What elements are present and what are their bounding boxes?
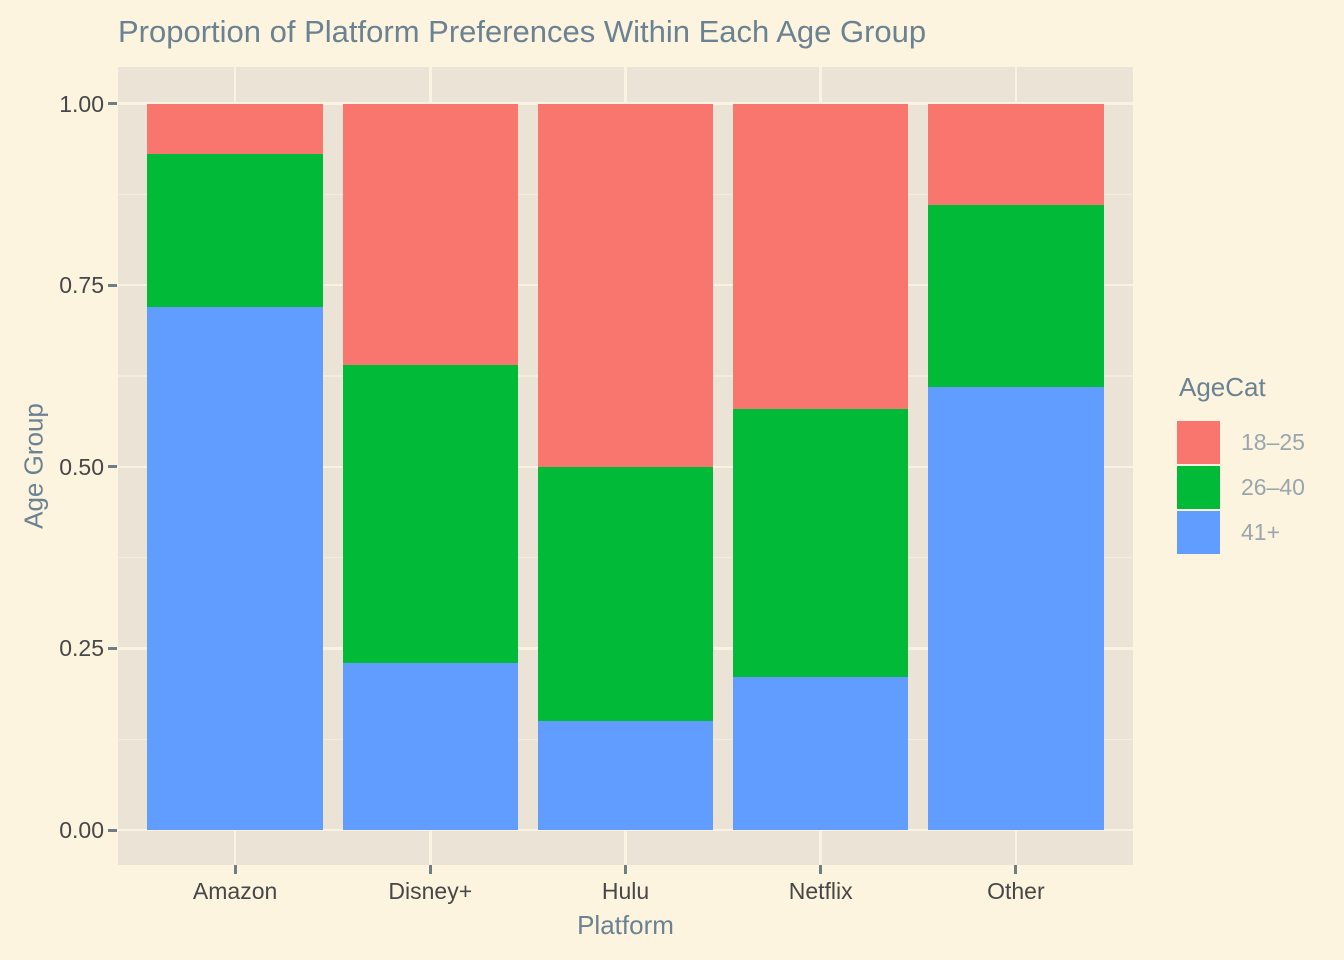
y-tick-label: 0.25 <box>59 635 104 662</box>
y-tick-label: 0.50 <box>59 453 104 480</box>
legend-item-label: 41+ <box>1241 519 1281 545</box>
bar-segment <box>537 466 714 722</box>
chart-title: Proportion of Platform Preferences Withi… <box>118 14 927 49</box>
bar-segment <box>147 306 323 830</box>
legend-key-swatch <box>1177 511 1220 554</box>
bar-segment <box>342 103 519 366</box>
legend-title: AgeCat <box>1179 372 1266 402</box>
x-axis-tick <box>1014 865 1018 874</box>
plot-panel <box>118 67 1133 865</box>
x-tick-label: Other <box>987 878 1045 904</box>
legend-key-swatch <box>1177 466 1220 509</box>
bar-segment <box>928 205 1104 387</box>
legend: AgeCat 18–25 26–40 41+ <box>1177 372 1305 555</box>
x-tick-label: Disney+ <box>388 878 473 904</box>
y-axis-tick <box>108 465 117 469</box>
legend-item-label: 26–40 <box>1241 474 1305 500</box>
legend-item-label: 18–25 <box>1241 429 1305 455</box>
legend-items: 18–25 26–40 41+ <box>1177 420 1305 555</box>
x-axis-tick <box>624 865 627 874</box>
bar-segment <box>147 154 323 307</box>
x-axis-tick <box>428 865 432 874</box>
x-tick-label: Netflix <box>788 878 853 904</box>
legend-item: 18–25 <box>1177 420 1305 465</box>
x-axis-title: Platform <box>577 910 674 940</box>
bar-segment <box>537 103 714 467</box>
y-tick-label: 1.00 <box>59 90 104 117</box>
bar-segment <box>342 365 519 663</box>
x-axis-tick <box>819 865 823 874</box>
x-tick-label: Amazon <box>192 878 278 904</box>
bar-segment <box>732 408 909 678</box>
bar-segment <box>732 677 909 830</box>
bar-segment <box>732 103 909 409</box>
legend-key-swatch <box>1177 421 1220 464</box>
y-tick-label: 0.00 <box>59 817 104 843</box>
bar-segment <box>342 662 519 830</box>
bar-segment <box>928 386 1104 830</box>
y-tick-label: 0.75 <box>59 272 104 299</box>
y-axis-tick <box>108 828 117 832</box>
bar-segment <box>537 721 714 830</box>
legend-item: 26–40 <box>1177 465 1305 510</box>
y-axis-tick <box>108 283 117 287</box>
bar-segment <box>147 103 323 155</box>
x-tick-label: Hulu <box>601 878 650 904</box>
legend-item: 41+ <box>1177 510 1305 555</box>
y-axis-tick <box>108 102 117 105</box>
x-axis-tick <box>233 865 237 874</box>
bar-segment <box>928 103 1104 206</box>
y-axis-tick <box>108 646 117 650</box>
